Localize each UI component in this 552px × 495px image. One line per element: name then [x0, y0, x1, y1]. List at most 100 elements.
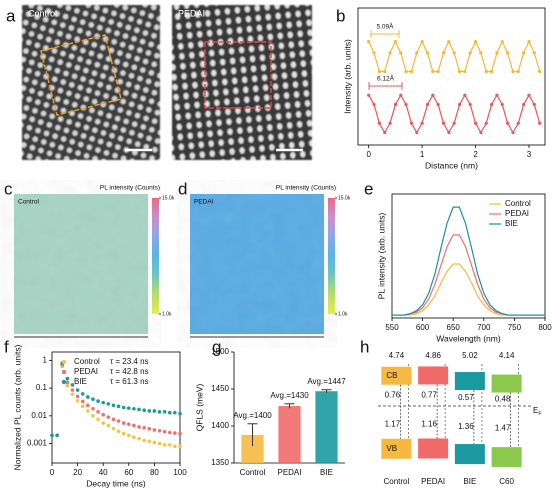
data-point [173, 444, 177, 449]
data-point [147, 439, 152, 444]
data-point [70, 383, 75, 387]
data-point [55, 433, 59, 438]
y-axis-title: Normalized PL counts (arb. units) [12, 344, 22, 470]
data-point [121, 405, 126, 410]
data-point [157, 441, 162, 446]
data-point [86, 409, 90, 413]
data-point [121, 431, 126, 436]
bar-annotation: Avg.=1400 [233, 411, 272, 420]
data-point [127, 433, 131, 438]
data-point [80, 404, 85, 409]
panel-label: g [212, 337, 221, 356]
x-axis-title: Distance (nm) [425, 160, 478, 170]
data-line [392, 234, 545, 316]
data-point [132, 423, 136, 428]
data-point [75, 394, 80, 399]
legend-swatch [61, 359, 67, 365]
micrograph-control [22, 5, 160, 160]
data-point [162, 443, 167, 447]
data-point [167, 410, 172, 415]
conduction-band [454, 372, 485, 391]
legend-label: Control [505, 199, 531, 208]
micrograph-pedai [172, 5, 312, 160]
y-tick-label: 1350 [211, 458, 229, 467]
data-point [111, 403, 116, 408]
data-point [162, 429, 167, 434]
x-tick-label: 80 [150, 468, 159, 477]
x-tick-label: 0 [50, 468, 55, 477]
x-tick-label: 0 [366, 150, 371, 159]
y-axis-title: QFLS (meV) [194, 383, 204, 431]
data-point [132, 435, 136, 440]
y-axis-title: Intensity (arb. units) [342, 39, 352, 114]
legend-label: PEDAI [74, 367, 98, 376]
y-tick-label: 0.001 [27, 439, 48, 448]
x-tick-label: 550 [385, 323, 399, 332]
top-energy: 4.74 [389, 351, 405, 360]
legend-note: τ = 61.3 ns [110, 377, 149, 386]
y-tick-label: 1450 [211, 384, 229, 393]
data-point [152, 409, 157, 413]
panel-label: h [360, 337, 369, 356]
legend-swatch [61, 379, 67, 385]
data-point [137, 436, 141, 441]
legend-label: BIE [505, 219, 518, 228]
colorbar-tick-label: 15.0k [162, 195, 175, 201]
data-point [65, 376, 70, 381]
map-label: Control [18, 199, 40, 206]
pl-map-texture [190, 194, 324, 334]
fermi-symbol: E [533, 406, 538, 415]
data-point [111, 426, 116, 431]
data-point [70, 388, 75, 392]
image-label: PEDAI [178, 8, 205, 18]
data-point [75, 398, 80, 403]
x-tick-label: 20 [73, 468, 82, 477]
data-point [157, 409, 162, 414]
x-tick-label: 800 [538, 323, 552, 332]
data-point [167, 430, 172, 435]
data-point [147, 427, 152, 431]
x-tick-label: 2 [473, 150, 478, 159]
panel-label: b [336, 6, 345, 25]
data-point [101, 400, 105, 405]
data-point [116, 419, 121, 423]
x-tick-label: 1 [420, 150, 425, 159]
data-point [178, 431, 182, 436]
y-tick-label: 1 [43, 355, 48, 364]
x-tick-label: 3 [527, 150, 532, 159]
x-tick-label: 650 [447, 323, 461, 332]
data-point [91, 414, 95, 418]
conduction-band [381, 366, 412, 385]
y-tick-label: 0.1 [36, 383, 48, 392]
cb-label: CB [386, 371, 397, 380]
valence-band [418, 438, 449, 459]
data-point [50, 433, 54, 438]
data-point [96, 399, 100, 403]
data-point [167, 443, 172, 447]
data-point [142, 426, 146, 430]
data-point [152, 428, 157, 432]
data-line [392, 263, 545, 316]
valence-band [491, 447, 522, 468]
column-label: BIE [463, 477, 476, 486]
lower-gap: 1.36 [458, 422, 474, 431]
data-line [368, 93, 541, 134]
data-point [101, 421, 105, 425]
conduction-band [418, 366, 449, 385]
legend-note: τ = 23.4 ns [110, 357, 149, 366]
data-point [116, 404, 121, 409]
bar-annotation: Avg.=1430 [270, 391, 309, 400]
bar [278, 406, 301, 463]
data-point [106, 402, 111, 406]
map-label: PEDAI [194, 199, 214, 206]
x-tick-label: 600 [416, 323, 430, 332]
panel-label: c [4, 179, 13, 198]
plot-frame [357, 7, 546, 146]
lower-gap: 1.47 [495, 424, 511, 433]
top-energy: 4.86 [425, 351, 441, 360]
data-point [91, 406, 95, 411]
x-tick-label: 60 [124, 468, 133, 477]
data-point [127, 406, 131, 410]
x-tick-label: Control [240, 468, 266, 477]
